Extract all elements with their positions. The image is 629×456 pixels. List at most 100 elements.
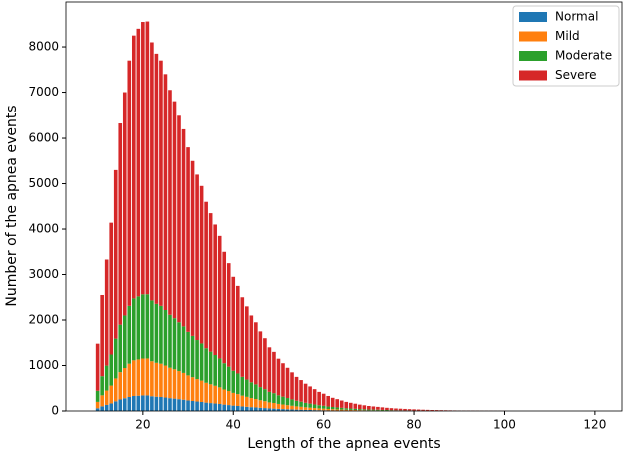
bar-segment bbox=[439, 410, 443, 411]
bar-segment bbox=[118, 123, 123, 325]
bar-segment bbox=[348, 408, 353, 410]
y-tick-label: 5000 bbox=[28, 176, 59, 190]
bar-segment bbox=[177, 371, 181, 400]
bar-segment bbox=[195, 340, 199, 380]
bar-segment bbox=[285, 409, 290, 411]
bar-segment bbox=[267, 391, 272, 403]
bars bbox=[95, 21, 507, 411]
bar-segment bbox=[204, 348, 208, 383]
bar-segment bbox=[317, 391, 321, 406]
bar-segment bbox=[362, 409, 367, 411]
bar-segment bbox=[168, 314, 172, 368]
bar-segment bbox=[276, 358, 281, 396]
bar-segment bbox=[353, 410, 358, 411]
bar-segment bbox=[163, 74, 168, 311]
bar-segment bbox=[371, 406, 376, 410]
bar-segment bbox=[344, 409, 349, 411]
bar-segment bbox=[131, 360, 136, 396]
bar-segment bbox=[113, 401, 118, 411]
bar-segment bbox=[240, 395, 245, 407]
bar-segment bbox=[317, 408, 321, 411]
bar-segment bbox=[186, 375, 190, 401]
bar-segment bbox=[177, 322, 181, 372]
bar-segment bbox=[131, 35, 136, 299]
bar-segment bbox=[131, 395, 136, 411]
bar-segment bbox=[127, 363, 132, 397]
bar-segment bbox=[258, 400, 263, 408]
bar-segment bbox=[213, 354, 217, 386]
bar-segment bbox=[344, 401, 349, 409]
bar-segment bbox=[303, 407, 308, 410]
bar-segment bbox=[407, 409, 412, 411]
bar-segment bbox=[263, 389, 267, 402]
bar-segment bbox=[425, 409, 430, 411]
legend-swatch bbox=[519, 70, 547, 81]
bar-segment bbox=[321, 408, 326, 411]
legend-swatch bbox=[519, 12, 547, 22]
bar-segment bbox=[235, 405, 240, 411]
bar-segment bbox=[217, 358, 222, 388]
bar-segment bbox=[154, 396, 159, 411]
bar-segment bbox=[113, 169, 118, 339]
bar-segment bbox=[335, 409, 340, 411]
bar-segment bbox=[358, 409, 362, 411]
bar-segment bbox=[190, 160, 195, 336]
bar-segment bbox=[168, 398, 172, 411]
bar-segment bbox=[434, 410, 439, 411]
bar-segment bbox=[181, 372, 186, 400]
bar-segment bbox=[226, 263, 231, 367]
bar-segment bbox=[294, 376, 299, 401]
bar-segment bbox=[299, 409, 303, 411]
bar-segment bbox=[376, 409, 380, 411]
bar-segment bbox=[109, 354, 114, 386]
bar-segment bbox=[195, 174, 199, 341]
bar-segment bbox=[416, 409, 421, 411]
bar-segment bbox=[285, 367, 290, 399]
bar-segment bbox=[150, 42, 154, 301]
bar-segment bbox=[430, 409, 434, 411]
bar-segment bbox=[177, 115, 181, 323]
x-tick-label: 100 bbox=[493, 418, 516, 432]
bar-segment bbox=[199, 185, 204, 344]
x-tick-label: 80 bbox=[406, 418, 421, 432]
bar-segment bbox=[371, 409, 376, 411]
bar-segment bbox=[335, 407, 340, 410]
bar-segment bbox=[199, 380, 204, 402]
bar-segment bbox=[299, 406, 303, 410]
bar-segment bbox=[113, 338, 118, 379]
bar-segment bbox=[118, 324, 123, 373]
bar-segment bbox=[294, 406, 299, 410]
bar-segment bbox=[122, 398, 127, 411]
bar-segment bbox=[249, 382, 254, 399]
bar-segment bbox=[330, 397, 335, 407]
plot-frame bbox=[65, 1, 623, 412]
bar-segment bbox=[190, 335, 195, 378]
bar-segment bbox=[109, 385, 114, 404]
bar-segment bbox=[226, 391, 231, 406]
bar-segment bbox=[181, 128, 186, 327]
bar-segment bbox=[294, 409, 299, 411]
bar-segment bbox=[235, 373, 240, 395]
bar-segment bbox=[267, 402, 272, 409]
bar-segment bbox=[245, 406, 249, 411]
bar-segment bbox=[104, 259, 109, 366]
bar-segment bbox=[281, 404, 285, 410]
bar-segment bbox=[272, 402, 276, 409]
bar-segment bbox=[154, 303, 159, 363]
bar-segment bbox=[380, 407, 385, 410]
y-tick-label: 1000 bbox=[28, 358, 59, 372]
bar-segment bbox=[362, 405, 367, 410]
x-axis-label: Length of the apnea events bbox=[247, 436, 440, 452]
bar-segment bbox=[104, 404, 109, 411]
bar-segment bbox=[222, 251, 227, 364]
bar-segment bbox=[213, 385, 217, 404]
bar-segment bbox=[222, 404, 227, 411]
bar-segment bbox=[172, 398, 177, 411]
bar-segment bbox=[186, 147, 190, 332]
legend-label: Moderate bbox=[555, 49, 612, 63]
bar-segment bbox=[199, 401, 204, 411]
bar-segment bbox=[159, 363, 163, 397]
bar-segment bbox=[240, 297, 245, 377]
bar-segment bbox=[245, 379, 249, 397]
bar-segment bbox=[263, 408, 267, 411]
